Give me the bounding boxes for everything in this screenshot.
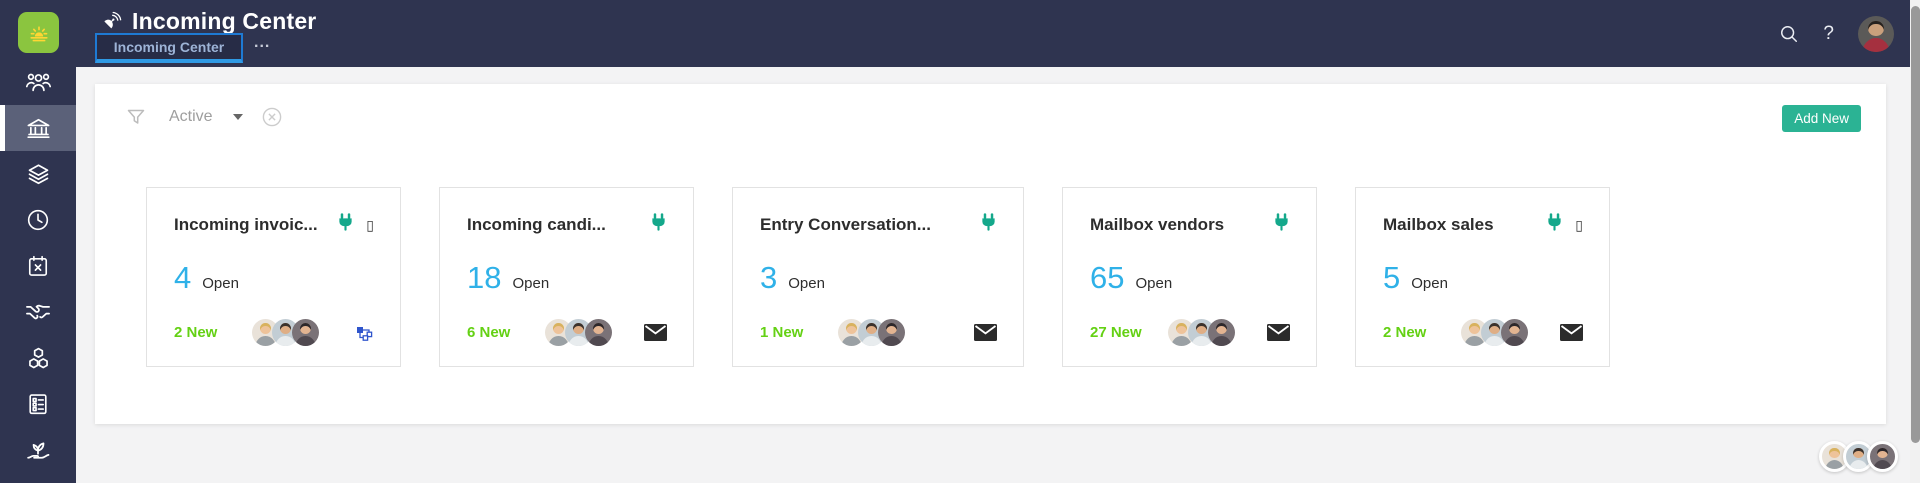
avatar-stack <box>1461 319 1528 346</box>
new-count: 6 New <box>467 324 511 341</box>
tab-label: Incoming Center <box>113 39 225 55</box>
page-title: Incoming Center <box>132 8 317 34</box>
new-count: 27 New <box>1090 324 1142 341</box>
satellite-dish-icon <box>100 11 122 33</box>
card-title: Incoming invoic... <box>174 214 318 234</box>
avatar-stack <box>838 319 905 346</box>
avatar <box>585 319 612 346</box>
open-count: 65 <box>1090 259 1125 295</box>
open-count: 4 <box>174 259 192 295</box>
avatar <box>878 319 905 346</box>
plug-icon <box>1546 213 1563 236</box>
sidebar <box>0 0 76 483</box>
sidebar-item-bank[interactable] <box>0 105 76 151</box>
avatar-stack <box>1168 319 1235 346</box>
sidebar-item-sprout-hand[interactable] <box>0 427 76 473</box>
card-mailbox-sales[interactable]: Mailbox sales ▯ 5 Open 2 New <box>1355 187 1610 367</box>
envelope-icon[interactable] <box>1560 324 1583 341</box>
new-count: 2 New <box>174 324 218 341</box>
sidebar-item-people[interactable] <box>0 59 76 105</box>
sidebar-item-handshake[interactable] <box>0 289 76 335</box>
avatar-stack <box>252 319 319 346</box>
presence-avatar-group <box>1819 441 1898 472</box>
envelope-icon[interactable] <box>974 324 997 341</box>
tab-more-button[interactable]: ... <box>254 34 271 51</box>
open-label: Open <box>1411 274 1448 292</box>
new-count: 2 New <box>1383 324 1427 341</box>
missing-glyph-placeholder: ▯ <box>1575 216 1583 233</box>
user-avatar[interactable] <box>1858 15 1894 52</box>
avatar <box>1208 319 1235 346</box>
page-title-area: Incoming Center <box>100 8 316 35</box>
open-label: Open <box>202 274 239 292</box>
plug-icon <box>337 213 354 236</box>
filter-value[interactable]: Active <box>169 108 213 125</box>
avatar <box>1867 441 1898 472</box>
envelope-icon[interactable] <box>1267 324 1290 341</box>
sidebar-item-calendar-x[interactable] <box>0 243 76 289</box>
card-mailbox-vendors[interactable]: Mailbox vendors 65 Open 27 New <box>1062 187 1317 367</box>
open-count: 5 <box>1383 259 1401 295</box>
open-count: 18 <box>467 259 502 295</box>
open-label: Open <box>512 274 550 292</box>
clear-filter-icon[interactable] <box>261 106 283 128</box>
card-incoming-invoices[interactable]: Incoming invoic... ▯ 4 Open 2 New <box>146 187 401 367</box>
card-incoming-candidates[interactable]: Incoming candi... 18 Open 6 New <box>439 187 694 367</box>
sidebar-nav <box>0 59 76 473</box>
sunrise-logo-icon[interactable] <box>18 12 59 53</box>
sidebar-item-clock[interactable] <box>0 197 76 243</box>
topbar-actions: ? <box>1779 0 1894 67</box>
plug-icon <box>980 213 997 236</box>
card-title: Incoming candi... <box>467 214 606 234</box>
topbar: Incoming Center Incoming Center ... ? <box>0 0 1910 67</box>
avatar <box>1501 319 1528 346</box>
funnel-icon[interactable] <box>125 106 147 128</box>
missing-glyph-placeholder: ▯ <box>366 216 374 233</box>
plug-icon <box>650 213 667 236</box>
flow-icon[interactable] <box>356 324 374 342</box>
main-panel: Active Add New Incoming invoic... ▯ <box>95 84 1886 424</box>
vertical-scrollbar <box>1910 0 1920 483</box>
plug-icon <box>1273 213 1290 236</box>
scrollbar-thumb[interactable] <box>1910 6 1920 443</box>
open-label: Open <box>1135 274 1173 292</box>
tab-incoming-center[interactable]: Incoming Center <box>95 33 243 63</box>
card-title: Entry Conversation... <box>760 214 931 234</box>
card-entry-conversation[interactable]: Entry Conversation... 3 Open 1 New <box>732 187 1024 367</box>
sidebar-item-cubes[interactable] <box>0 335 76 381</box>
new-count: 1 New <box>760 324 804 341</box>
help-icon[interactable]: ? <box>1823 22 1834 44</box>
avatar <box>292 319 319 346</box>
avatar-stack <box>545 319 612 346</box>
search-icon[interactable] <box>1779 24 1799 44</box>
sidebar-item-layers[interactable] <box>0 151 76 197</box>
open-count: 3 <box>760 259 778 295</box>
envelope-icon[interactable] <box>644 324 667 341</box>
card-title: Mailbox vendors <box>1090 214 1225 234</box>
cards-row: Incoming invoic... ▯ 4 Open 2 New <box>146 187 1610 367</box>
sidebar-item-checklist[interactable] <box>0 381 76 427</box>
filter-bar: Active <box>125 106 283 128</box>
open-label: Open <box>788 274 825 292</box>
add-new-button[interactable]: Add New <box>1782 105 1861 132</box>
chevron-down-icon[interactable] <box>232 114 243 120</box>
card-title: Mailbox sales <box>1383 214 1494 234</box>
